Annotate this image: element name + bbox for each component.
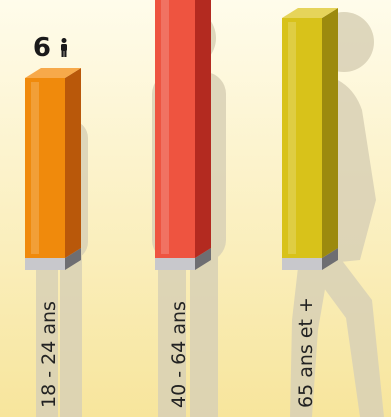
- bar-base: [25, 258, 65, 270]
- value-label: 6: [33, 33, 51, 63]
- bar-top: [25, 68, 81, 78]
- bar: [25, 78, 65, 258]
- bar: [155, 0, 195, 258]
- bar-highlight: [31, 82, 39, 254]
- bar-highlight: [288, 22, 296, 254]
- value-label: 8: [290, 0, 308, 3]
- bar-group: 6 18 - 24 ans: [25, 33, 81, 408]
- bar-highlight: [161, 0, 169, 254]
- bar: [282, 18, 322, 258]
- bar-side: [65, 68, 81, 258]
- bar-top: [282, 8, 338, 18]
- category-label: 18 - 24 ans: [38, 301, 60, 408]
- bar-base-side: [195, 248, 211, 270]
- bar-group: 8 65 ans et +: [282, 0, 338, 408]
- bar-base: [282, 258, 322, 270]
- bar-base-side: [322, 248, 338, 270]
- bar-base: [155, 258, 195, 270]
- category-label: 65 ans et +: [295, 297, 317, 408]
- bar-side: [322, 8, 338, 258]
- bar-side: [195, 0, 211, 258]
- person-icon: [61, 38, 67, 57]
- category-label: 40 - 64 ans: [168, 301, 190, 408]
- bars: 6 18 - 24 ans 940 - 64 ans 8 65 ans et +: [25, 0, 338, 408]
- bar-base-side: [65, 248, 81, 270]
- bar-group: 940 - 64 ans: [155, 0, 211, 408]
